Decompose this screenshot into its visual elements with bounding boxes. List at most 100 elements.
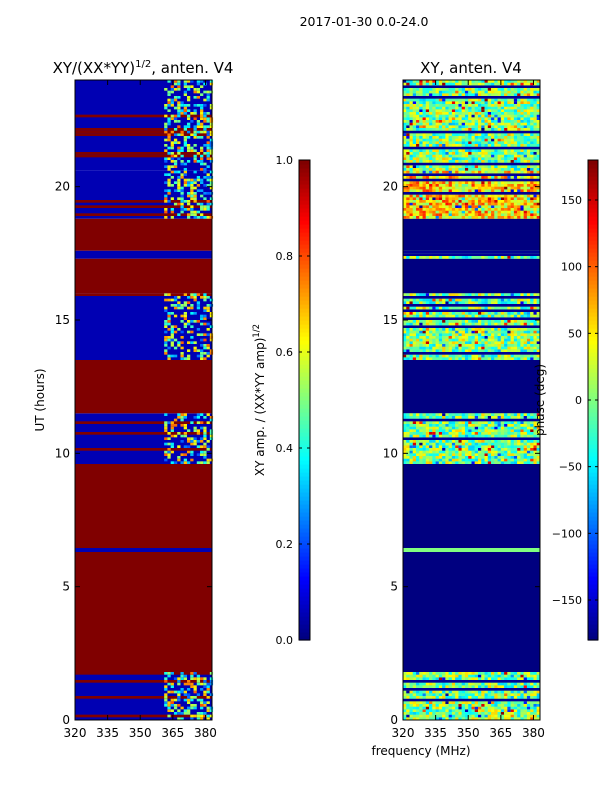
heatmap-cell bbox=[445, 114, 449, 118]
heatmap-cell bbox=[526, 205, 531, 208]
heatmap-cell bbox=[500, 341, 505, 344]
heatmap-cell bbox=[471, 101, 475, 104]
heatmap-cell bbox=[409, 450, 413, 454]
heatmap-cell bbox=[478, 448, 482, 451]
heatmap-cell bbox=[425, 104, 430, 107]
heatmap-cell bbox=[419, 90, 423, 94]
heatmap-cell bbox=[484, 424, 488, 427]
heatmap-cell bbox=[500, 322, 505, 326]
heatmap-cell bbox=[510, 314, 514, 318]
heatmap-cell bbox=[409, 138, 413, 142]
heatmap-cell bbox=[193, 192, 197, 195]
heatmap-cell bbox=[422, 432, 426, 435]
heatmap-cell bbox=[445, 674, 449, 678]
heatmap-cell bbox=[461, 210, 465, 214]
heatmap-cell bbox=[487, 336, 492, 339]
heatmap-cell bbox=[497, 440, 501, 443]
heatmap-cell bbox=[464, 461, 469, 464]
heatmap-cell bbox=[209, 122, 214, 126]
heatmap-cell bbox=[409, 717, 413, 720]
heatmap-cell bbox=[442, 125, 446, 128]
heatmap-cell bbox=[409, 205, 413, 208]
heatmap-cell bbox=[190, 120, 194, 123]
heatmap-cell bbox=[510, 184, 514, 187]
heatmap-cell bbox=[536, 440, 540, 443]
heatmap-cell bbox=[438, 202, 443, 206]
heatmap-cell bbox=[491, 200, 495, 203]
heatmap-cell bbox=[474, 413, 479, 416]
heatmap-cell bbox=[507, 312, 511, 315]
heatmap-cell bbox=[422, 416, 426, 419]
heatmap-cell bbox=[504, 432, 508, 435]
heatmap-cell bbox=[513, 709, 518, 712]
heatmap-cell bbox=[513, 448, 518, 451]
heatmap-cell bbox=[406, 696, 410, 699]
heatmap-cell bbox=[520, 186, 524, 190]
heatmap-cell bbox=[507, 216, 511, 219]
heatmap-cell bbox=[504, 168, 508, 171]
heatmap-cell bbox=[419, 133, 423, 136]
heatmap-cell bbox=[510, 149, 514, 152]
heatmap-cell bbox=[530, 114, 534, 118]
heatmap-cell bbox=[419, 330, 423, 334]
heatmap-cell bbox=[196, 210, 201, 214]
heatmap-cell bbox=[517, 693, 521, 696]
heatmap-cell bbox=[526, 293, 531, 296]
heatmap-cell bbox=[412, 136, 417, 139]
heatmap-cell bbox=[484, 714, 488, 718]
heatmap-cell bbox=[464, 165, 469, 168]
heatmap-cell bbox=[432, 152, 436, 155]
heatmap-cell bbox=[190, 192, 194, 195]
heatmap-cell bbox=[451, 138, 456, 142]
heatmap-cell bbox=[167, 682, 171, 686]
colorbar-segment bbox=[299, 596, 310, 601]
heatmap-cell bbox=[173, 170, 178, 174]
heatmap-cell bbox=[471, 322, 475, 326]
heatmap-cell bbox=[504, 416, 508, 419]
heatmap-cell bbox=[448, 200, 452, 203]
heatmap-cell bbox=[455, 336, 459, 339]
heatmap-band bbox=[75, 293, 212, 360]
heatmap-cell bbox=[180, 357, 184, 360]
heatmap-cell bbox=[500, 90, 505, 94]
heatmap-cell bbox=[526, 157, 531, 160]
heatmap-cell bbox=[536, 314, 540, 318]
heatmap-cell bbox=[196, 440, 201, 443]
heatmap-cell bbox=[474, 453, 479, 456]
heatmap-cell bbox=[510, 312, 514, 315]
heatmap-cell bbox=[536, 320, 540, 323]
heatmap-cell bbox=[164, 696, 168, 699]
heatmap-cell bbox=[478, 208, 482, 211]
heatmap-cell bbox=[406, 120, 410, 123]
heatmap-cell bbox=[536, 712, 540, 715]
heatmap-cell bbox=[455, 176, 459, 179]
heatmap-cell bbox=[536, 138, 540, 142]
heatmap-cell bbox=[497, 136, 501, 139]
heatmap-cell bbox=[445, 424, 449, 427]
heatmap-cell bbox=[403, 154, 407, 158]
amplitude-colorbar-frame bbox=[298, 159, 311, 641]
heatmap-cell bbox=[409, 421, 413, 424]
heatmap-cell bbox=[186, 96, 191, 99]
heatmap-cell bbox=[510, 333, 514, 336]
heatmap-cell bbox=[461, 354, 465, 358]
heatmap-cell bbox=[206, 202, 210, 206]
heatmap-cell bbox=[494, 696, 498, 699]
heatmap-cell bbox=[200, 202, 204, 206]
heatmap-cell bbox=[186, 701, 191, 704]
heatmap-cell bbox=[458, 109, 462, 112]
heatmap-cell bbox=[497, 426, 501, 430]
heatmap-cell bbox=[406, 672, 410, 675]
heatmap-cell bbox=[416, 416, 420, 419]
heatmap-cell bbox=[471, 344, 475, 347]
colorbar-segment bbox=[299, 296, 310, 301]
heatmap-cell bbox=[435, 696, 439, 699]
heatmap-cell bbox=[458, 330, 462, 334]
heatmap-cell bbox=[491, 157, 495, 160]
heatmap-cell bbox=[445, 456, 449, 459]
colorbar-tick-label: 0.6 bbox=[276, 346, 294, 359]
heatmap-cell bbox=[526, 152, 531, 155]
heatmap-cell bbox=[497, 448, 501, 451]
heatmap-cell bbox=[497, 216, 501, 219]
heatmap-cell bbox=[455, 314, 459, 318]
